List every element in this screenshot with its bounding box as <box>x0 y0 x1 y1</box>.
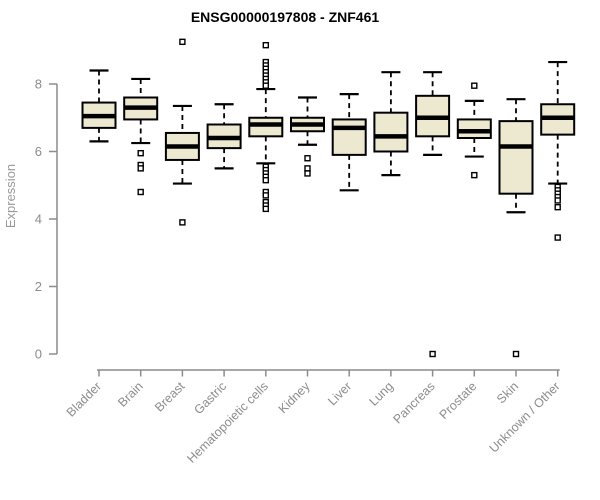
outlier-point <box>471 171 478 179</box>
outlier-point <box>262 205 269 213</box>
x-tick-label-hematopoietic-cells: Hematopoietic cells <box>184 379 271 466</box>
x-tick-label-bladder: Bladder <box>64 379 104 419</box>
x-tick-label-lung: Lung <box>366 379 396 409</box>
outlier-point <box>137 149 144 157</box>
box-unknown-other <box>540 60 576 241</box>
box-breast <box>164 38 200 226</box>
y-tick-label: 2 <box>35 279 42 294</box>
x-tick-label-unknown-other: Unknown / Other <box>487 379 563 455</box>
box-hematopoietic-cells <box>248 41 284 213</box>
x-tick-label-prostate: Prostate <box>437 379 480 422</box>
outlier-point <box>512 350 520 358</box>
outlier-point <box>304 170 311 177</box>
outlier-point <box>179 38 186 46</box>
x-tick-label-skin: Skin <box>494 379 521 406</box>
x-tick-label-liver: Liver <box>325 379 354 408</box>
x-tick-label-breast: Breast <box>152 379 188 415</box>
outlier-point <box>179 219 186 226</box>
x-tick-label-pancreas: Pancreas <box>390 379 437 426</box>
y-tick-label: 8 <box>35 77 42 92</box>
outlier-point <box>554 197 561 204</box>
box-prostate <box>456 82 492 179</box>
box-bladder <box>81 69 117 143</box>
outlier-point <box>429 350 436 358</box>
iqr-box <box>456 118 492 139</box>
y-axis-label: Expression <box>3 164 18 228</box>
box-gastric <box>206 103 242 170</box>
box-liver <box>331 93 367 192</box>
box-skin <box>498 98 534 358</box>
iqr-box <box>498 120 534 195</box>
y-tick-label: 0 <box>35 347 42 362</box>
y-tick-label: 6 <box>35 144 42 159</box>
box-pancreas <box>415 71 451 358</box>
outlier-point <box>304 165 311 172</box>
outlier-point <box>262 82 269 89</box>
outlier-point <box>137 188 144 196</box>
outlier-point <box>137 165 144 172</box>
y-tick-label: 4 <box>35 212 42 227</box>
outlier-point <box>262 176 269 184</box>
outlier-point <box>471 82 478 89</box>
box-kidney <box>290 96 325 177</box>
outlier-point <box>554 234 561 241</box>
iqr-box <box>331 118 367 156</box>
iqr-box <box>373 111 409 153</box>
iqr-box <box>248 116 284 138</box>
box-lung <box>373 71 409 177</box>
x-tick-label-brain: Brain <box>115 379 146 410</box>
outlier-point <box>262 41 269 49</box>
outlier-point <box>304 155 311 162</box>
x-tick-label-gastric: Gastric <box>191 379 229 417</box>
x-tick-label-kidney: Kidney <box>276 379 313 416</box>
chart-title: ENSG00000197808 - ZNF461 <box>191 9 380 25</box>
outlier-point <box>262 192 269 199</box>
box-series <box>81 38 576 358</box>
box-brain <box>123 77 159 196</box>
outlier-point <box>554 203 561 211</box>
